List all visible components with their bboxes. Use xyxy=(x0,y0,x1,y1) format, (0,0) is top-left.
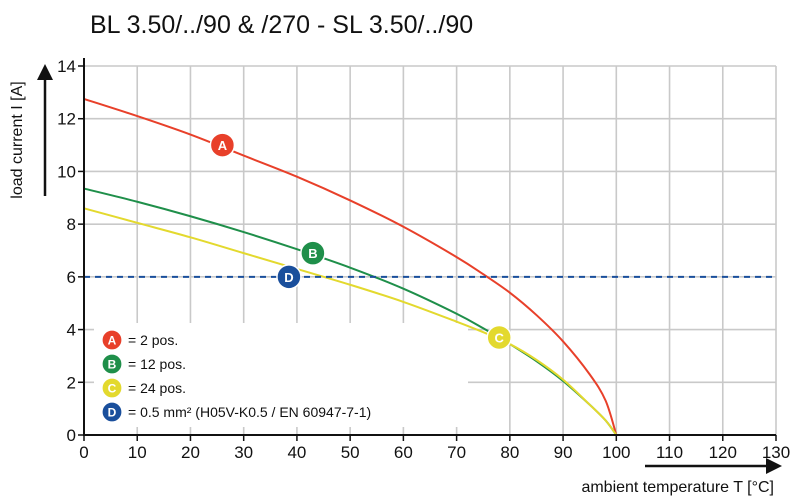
x-tick-label: 130 xyxy=(762,443,790,462)
x-tick-label: 100 xyxy=(602,443,630,462)
chart-title: BL 3.50/../90 & /270 - SL 3.50/../90 xyxy=(90,11,473,39)
y-tick-label: 10 xyxy=(57,162,76,181)
y-axis-arrowhead xyxy=(37,64,53,80)
y-tick-label: 8 xyxy=(67,215,76,234)
series-marker-C xyxy=(486,324,512,351)
legend-entry-text: = 2 pos. xyxy=(128,332,178,348)
legend-marker-A xyxy=(101,329,123,351)
x-tick-label: 50 xyxy=(341,443,360,462)
y-tick-label: 4 xyxy=(67,321,76,340)
y-tick-label: 6 xyxy=(67,268,76,287)
x-tick-label: 60 xyxy=(394,443,413,462)
legend-marker-label: C xyxy=(108,382,117,396)
x-tick-label: 110 xyxy=(656,443,683,462)
y-tick-label: 14 xyxy=(57,57,76,76)
x-tick-label: 70 xyxy=(447,443,466,462)
series-marker-A xyxy=(209,132,236,158)
series-marker-label-A: A xyxy=(218,138,228,153)
x-tick-label: 10 xyxy=(128,443,147,462)
legend-box xyxy=(94,323,468,427)
x-axis-label: ambient temperature T [°C] xyxy=(581,479,774,496)
x-tick-label: 40 xyxy=(287,443,306,462)
legend-entry-text: = 12 pos. xyxy=(128,356,186,372)
series-marker-label-C: C xyxy=(495,330,505,345)
legend-marker-label: A xyxy=(108,334,117,348)
series-marker-B xyxy=(300,240,326,266)
x-axis-arrowhead xyxy=(766,458,782,474)
legend-marker-B xyxy=(101,353,123,375)
legend: A = 2 pos. B = 12 pos. C = 24 pos. D = 0.5 mm² … xyxy=(101,329,371,423)
series-marker-label-D: D xyxy=(284,270,293,285)
axes xyxy=(37,58,782,474)
legend-marker-label: D xyxy=(108,406,117,420)
series-line-C xyxy=(83,207,618,436)
x-tick-label: 0 xyxy=(79,443,88,462)
series-marker-D xyxy=(276,264,302,290)
y-tick-label: 2 xyxy=(67,373,76,392)
series-markers: A B C D xyxy=(209,132,512,351)
x-tick-label: 30 xyxy=(234,443,253,462)
legend-entry-text: = 0.5 mm² (H05V-K0.5 / EN 60947-7-1) xyxy=(128,404,371,420)
tick-labels: 0 10 20 30 40 50 60 70 80 90 100 110 120 130 0 2 4 6 8 10 12… xyxy=(57,57,790,462)
legend-marker-C xyxy=(101,377,123,399)
legend-background xyxy=(94,323,468,427)
series-marker-label-B: B xyxy=(308,246,317,261)
x-tick-label: 90 xyxy=(554,443,573,462)
y-axis-label: load current I [A] xyxy=(9,81,26,198)
legend-entry-text: = 24 pos. xyxy=(128,380,186,396)
x-tick-label: 120 xyxy=(709,443,737,462)
legend-marker-D xyxy=(101,401,123,423)
series-line-A xyxy=(83,97,618,436)
y-tick-label: 0 xyxy=(67,426,76,445)
x-tick-label: 20 xyxy=(181,443,200,462)
x-tick-label: 80 xyxy=(500,443,519,462)
series-layer xyxy=(83,97,776,436)
y-tick-label: 12 xyxy=(57,110,76,129)
legend-marker-label: B xyxy=(108,358,117,372)
